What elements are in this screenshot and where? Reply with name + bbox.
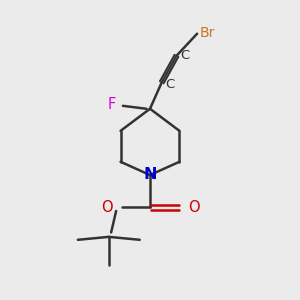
Text: O: O <box>102 200 113 215</box>
Text: Br: Br <box>200 26 215 40</box>
Text: F: F <box>108 97 116 112</box>
Text: N: N <box>143 167 157 182</box>
Text: C: C <box>180 49 189 62</box>
Text: O: O <box>188 200 200 215</box>
Text: C: C <box>165 78 175 91</box>
